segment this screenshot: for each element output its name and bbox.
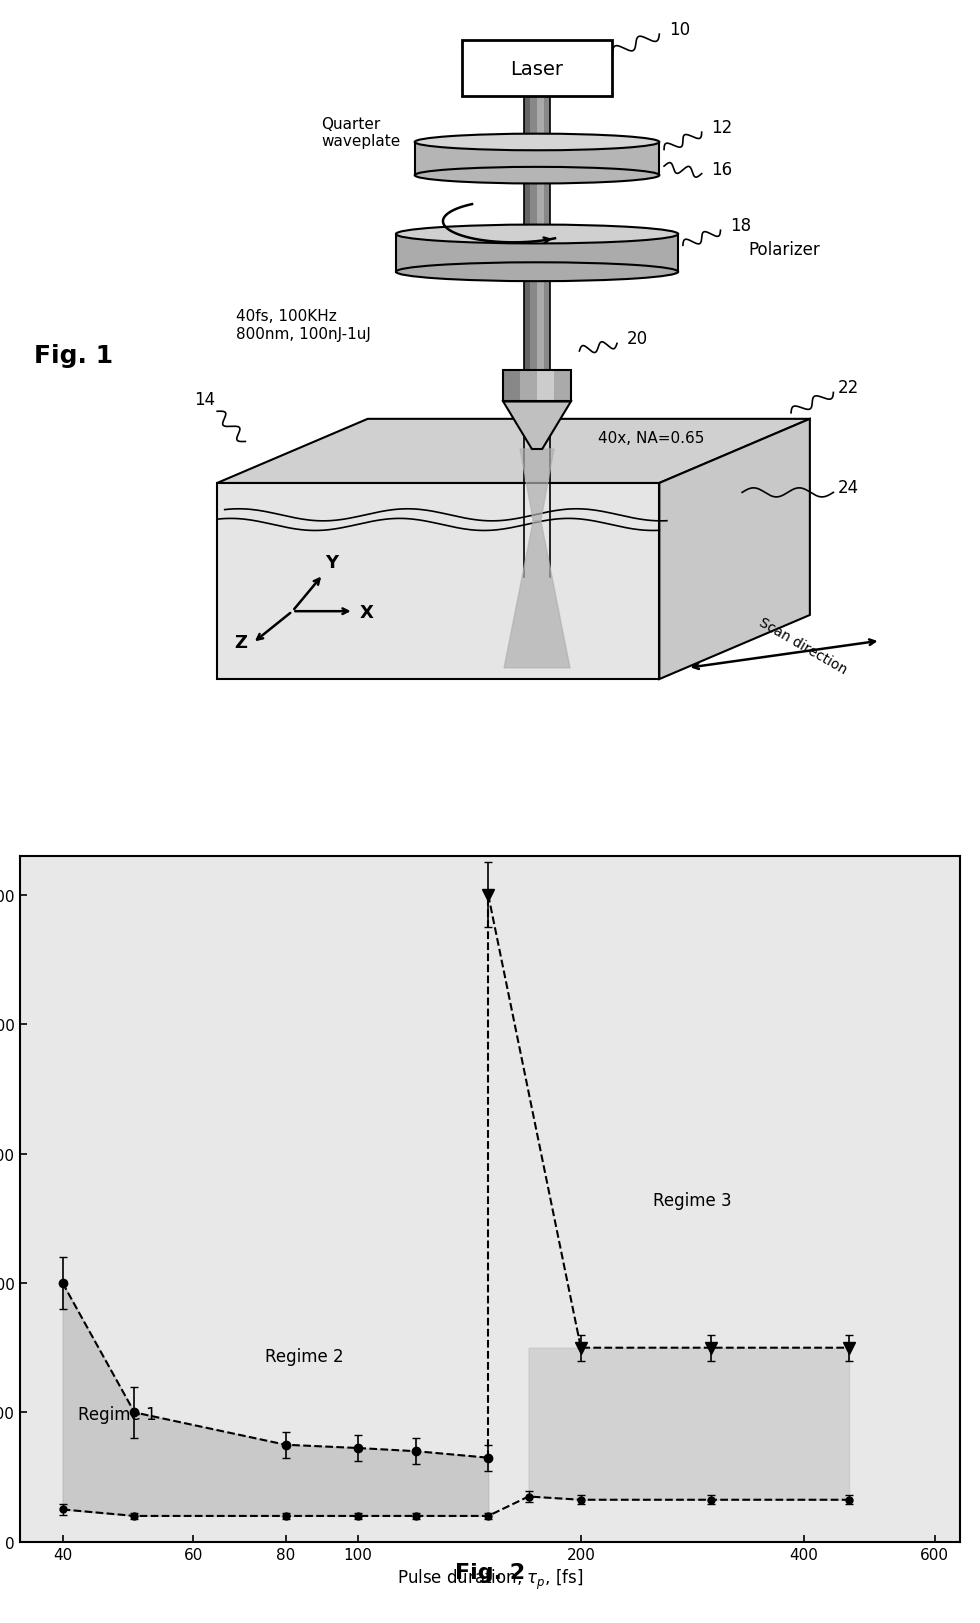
Bar bbox=[396, 235, 678, 273]
Text: 22: 22 bbox=[838, 380, 859, 398]
Text: Quarter
waveplate: Quarter waveplate bbox=[321, 117, 401, 149]
Text: 12: 12 bbox=[711, 118, 732, 136]
Ellipse shape bbox=[415, 135, 660, 151]
Text: Polarizer: Polarizer bbox=[749, 240, 820, 260]
Ellipse shape bbox=[415, 167, 660, 185]
Text: Regime 1: Regime 1 bbox=[78, 1406, 157, 1423]
Bar bbox=[554, 370, 571, 403]
Bar bbox=[524, 97, 530, 578]
Ellipse shape bbox=[396, 226, 678, 245]
Text: 14: 14 bbox=[194, 391, 215, 409]
Text: 10: 10 bbox=[668, 21, 690, 39]
Bar bbox=[415, 143, 660, 175]
Text: Laser: Laser bbox=[511, 60, 564, 78]
Bar bbox=[520, 370, 537, 403]
Ellipse shape bbox=[396, 263, 678, 282]
Bar bbox=[530, 97, 537, 578]
Text: 40fs, 100KHz
800nm, 100nJ-1uJ: 40fs, 100KHz 800nm, 100nJ-1uJ bbox=[236, 308, 370, 341]
Text: Regime 3: Regime 3 bbox=[653, 1191, 731, 1209]
Bar bbox=[537, 370, 554, 403]
Text: 20: 20 bbox=[626, 329, 648, 349]
Bar bbox=[503, 370, 520, 403]
Bar bbox=[503, 370, 571, 403]
Polygon shape bbox=[504, 521, 570, 669]
Text: 18: 18 bbox=[730, 217, 751, 235]
Text: 16: 16 bbox=[711, 161, 732, 179]
Text: Z: Z bbox=[234, 633, 247, 651]
Polygon shape bbox=[218, 420, 809, 484]
Polygon shape bbox=[660, 420, 809, 680]
Polygon shape bbox=[520, 450, 554, 521]
Text: Fig. 1: Fig. 1 bbox=[33, 344, 113, 367]
Bar bbox=[537, 97, 544, 578]
Text: Fig. 2: Fig. 2 bbox=[455, 1563, 525, 1582]
X-axis label: Pulse duration, $\tau_p$, [fs]: Pulse duration, $\tau_p$, [fs] bbox=[397, 1568, 583, 1592]
Text: Y: Y bbox=[325, 553, 338, 571]
Text: Scan direction: Scan direction bbox=[757, 615, 850, 677]
Text: Regime 2: Regime 2 bbox=[265, 1347, 344, 1365]
Polygon shape bbox=[503, 403, 571, 450]
Text: X: X bbox=[360, 604, 373, 622]
Text: 24: 24 bbox=[838, 479, 859, 497]
FancyBboxPatch shape bbox=[462, 41, 612, 97]
Text: 40x, NA=0.65: 40x, NA=0.65 bbox=[598, 432, 705, 446]
Bar bbox=[544, 97, 550, 578]
Polygon shape bbox=[218, 484, 660, 680]
